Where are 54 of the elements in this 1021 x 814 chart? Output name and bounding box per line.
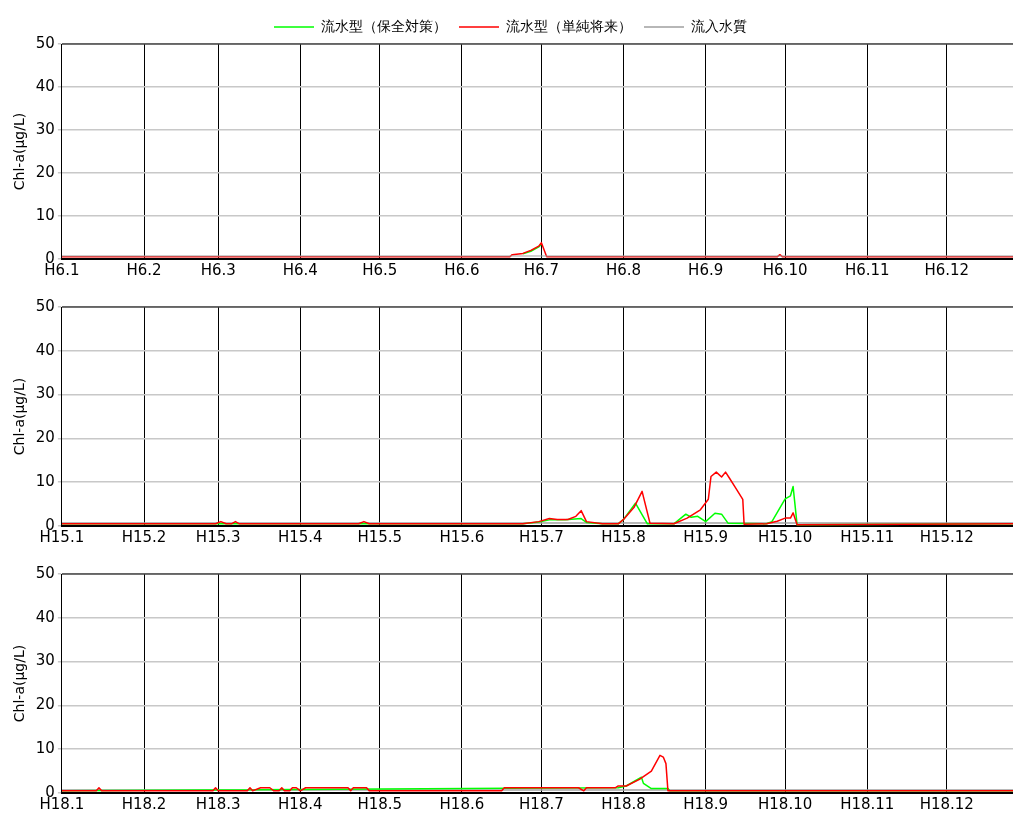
x-tick-label: H6.9: [688, 260, 724, 279]
x-tick-label: H6.8: [605, 260, 642, 279]
x-tick-label: H6.4: [282, 260, 318, 279]
y-tick-label: 10: [35, 739, 55, 758]
x-tick-label: H18.2: [121, 794, 167, 813]
y-tick-label: 40: [35, 340, 55, 359]
x-tick-label: H6.12: [924, 260, 970, 279]
x-tick-label: H15.9: [683, 527, 729, 546]
x-tick-label: H6.2: [126, 260, 162, 279]
x-tick-label: H18.5: [357, 794, 403, 813]
y-axis-title: Chl-a(μg/L): [11, 377, 28, 456]
x-tick-label: H18.10: [758, 794, 813, 813]
x-tick-label: H6.6: [444, 260, 480, 279]
legend-label: 流水型（単純将来）: [506, 17, 632, 34]
y-tick-label: 50: [35, 563, 55, 582]
y-tick-label: 20: [35, 428, 55, 447]
y-tick-label: 30: [35, 651, 55, 670]
x-tick-label: H18.12: [919, 794, 974, 813]
x-tick-label: H18.11: [840, 794, 895, 813]
x-tick-label: H6.5: [362, 260, 398, 279]
y-tick-label: 30: [35, 119, 55, 138]
y-axis-title: Chl-a(μg/L): [11, 112, 28, 191]
x-tick-label: H15.11: [840, 527, 895, 546]
y-tick-label: 50: [35, 33, 55, 52]
y-tick-label: 40: [35, 76, 55, 95]
x-tick-label: H18.8: [601, 794, 646, 813]
x-tick-label: H18.7: [519, 794, 564, 813]
x-tick-label: H6.7: [523, 260, 559, 279]
x-tick-label: H15.8: [601, 527, 646, 546]
x-tick-label: H15.2: [121, 527, 167, 546]
x-tick-label: H6.3: [200, 260, 236, 279]
y-axis-title: Chl-a(μg/L): [11, 644, 28, 723]
y-tick-label: 10: [35, 205, 55, 224]
y-tick-label: 20: [35, 695, 55, 714]
x-tick-label: H18.9: [683, 794, 729, 813]
x-tick-label: H15.10: [758, 527, 813, 546]
x-tick-label: H18.4: [277, 794, 323, 813]
y-tick-label: 30: [35, 384, 55, 403]
x-tick-label: H15.3: [195, 527, 241, 546]
x-tick-label: H15.6: [439, 527, 485, 546]
legend-label: 流水型（保全対策）: [321, 17, 447, 34]
x-tick-label: H6.10: [762, 260, 808, 279]
x-tick-label: H18.3: [195, 794, 241, 813]
x-tick-label: H18.6: [439, 794, 485, 813]
x-tick-label: H6.11: [844, 260, 890, 279]
x-tick-label: H15.12: [919, 527, 974, 546]
x-tick-label: H15.5: [357, 527, 403, 546]
y-tick-label: 40: [35, 607, 55, 626]
y-tick-label: 50: [35, 296, 55, 315]
legend-label: 流入水質: [691, 17, 747, 34]
x-tick-label: H15.4: [277, 527, 323, 546]
x-tick-label: H15.7: [519, 527, 564, 546]
y-tick-label: 20: [35, 162, 55, 181]
y-tick-label: 10: [35, 472, 55, 491]
